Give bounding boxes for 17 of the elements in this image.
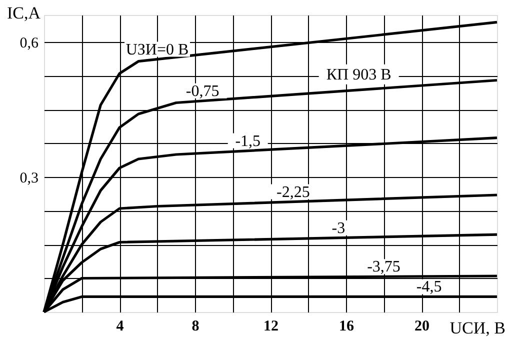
x-tick-label: 12 [264,318,278,334]
series-label: -0,75 [186,82,220,100]
y-tick-label: 0,3 [20,170,38,186]
x-axis-title: UСИ, В [450,318,506,338]
y-axis-title: IC,A [6,4,42,22]
series-label: -4,5 [416,278,442,296]
series-label: -3 [332,220,346,237]
series-label: -1,5 [235,132,261,150]
x-tick-label: 16 [339,318,354,334]
x-tick-label: 20 [414,318,430,334]
x-tick-label: 4 [116,318,124,334]
series-label: -2,25 [276,184,310,201]
y-tick-label: 0,6 [20,36,39,52]
annotation: КП 903 В [326,66,392,84]
series-label: -3,75 [367,258,400,276]
series-label: UЗИ=0 В [126,41,189,58]
x-tick-label: 8 [192,318,200,334]
